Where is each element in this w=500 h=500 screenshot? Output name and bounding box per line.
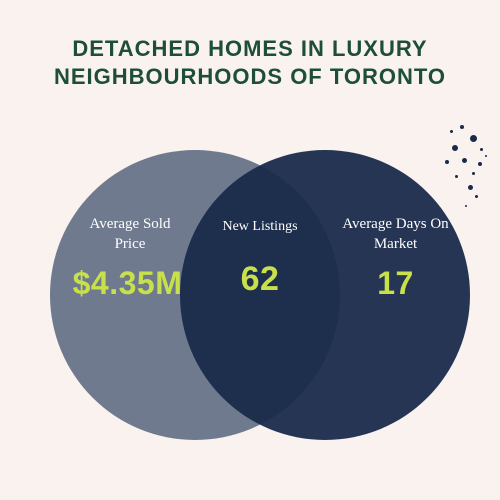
avg-sold-price-value: $4.35M (55, 265, 200, 302)
splatter-dot (485, 155, 487, 157)
splatter-dot (450, 130, 453, 133)
splatter-dot (460, 125, 464, 129)
avg-days-on-market-value: 17 (328, 265, 463, 302)
splatter-dot (462, 158, 467, 163)
title-line1: DETACHED HOMES IN LUXURY (72, 36, 427, 61)
splatter-dot (452, 145, 458, 151)
splatter-dot (478, 162, 482, 166)
splatter-dot (475, 195, 478, 198)
avg-days-on-market-label: Average Days OnMarket (328, 215, 463, 254)
avg-sold-price-label: Average SoldPrice (65, 215, 195, 254)
new-listings-value: 62 (210, 260, 310, 299)
splatter-dot (472, 172, 475, 175)
splatter-dot (470, 135, 477, 142)
page-title: DETACHED HOMES IN LUXURY NEIGHBOURHOODS … (0, 35, 500, 90)
splatter-dot (480, 148, 483, 151)
splatter-dot (445, 160, 449, 164)
infographic-canvas: DETACHED HOMES IN LUXURY NEIGHBOURHOODS … (0, 0, 500, 500)
splatter-dot (468, 185, 473, 190)
new-listings-label: New Listings (210, 218, 310, 236)
splatter-dot (455, 175, 458, 178)
splatter-dot (465, 205, 467, 207)
title-line2: NEIGHBOURHOODS OF TORONTO (54, 64, 446, 89)
